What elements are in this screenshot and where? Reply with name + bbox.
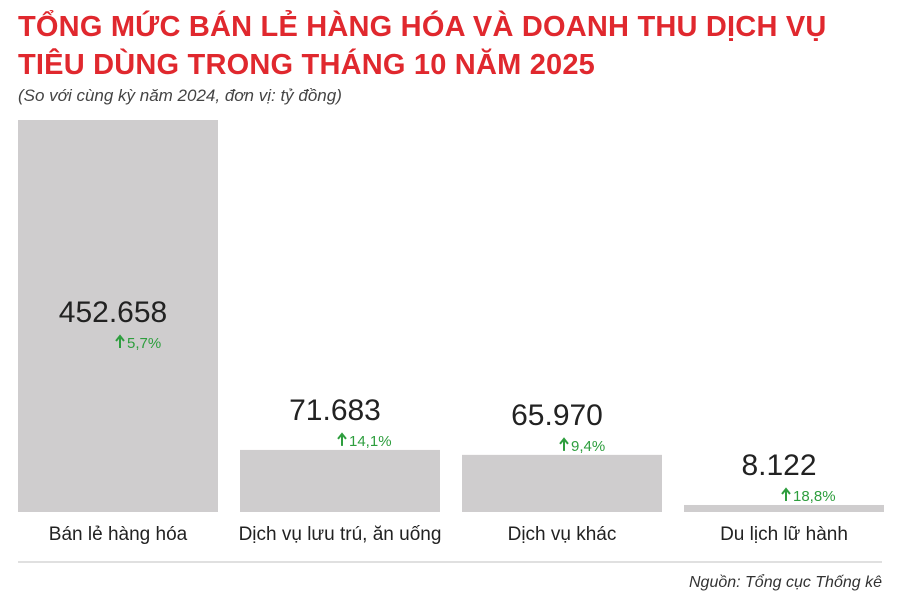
change-label: 18,8% <box>793 488 836 505</box>
bar <box>684 504 884 512</box>
up-arrow-icon <box>781 487 791 501</box>
up-arrow-icon <box>559 437 569 451</box>
chart-subtitle: (So với cùng kỳ năm 2024, đơn vị: tỷ đồn… <box>18 86 342 105</box>
change-label: 5,7% <box>127 335 161 352</box>
category-label: Dịch vụ lưu trú, ăn uống <box>239 524 442 545</box>
category-label: Dịch vụ khác <box>508 524 617 545</box>
category-label: Du lịch lữ hành <box>720 524 848 545</box>
bar <box>462 454 662 512</box>
source-note: Nguồn: Tổng cục Thống kê <box>688 574 882 591</box>
bar <box>18 120 218 512</box>
value-label: 71.683 <box>289 394 381 427</box>
change-indicator: 5,7% <box>115 334 161 352</box>
change-label: 9,4% <box>571 438 605 455</box>
change-label: 14,1% <box>349 433 392 450</box>
category-label: Bán lẻ hàng hóa <box>49 524 188 545</box>
value-label: 8.122 <box>741 449 816 482</box>
change-indicator: 9,4% <box>559 437 605 455</box>
value-label: 452.658 <box>59 296 167 329</box>
change-indicator: 18,8% <box>781 487 836 505</box>
change-indicator: 14,1% <box>337 432 392 450</box>
value-label: 65.970 <box>511 399 603 432</box>
bar <box>240 449 440 512</box>
up-arrow-icon <box>337 432 347 446</box>
chart-title: TỔNG MỨC BÁN LẺ HÀNG HÓA VÀ DOANH THU DỊ… <box>18 11 827 81</box>
up-arrow-icon <box>115 334 125 348</box>
